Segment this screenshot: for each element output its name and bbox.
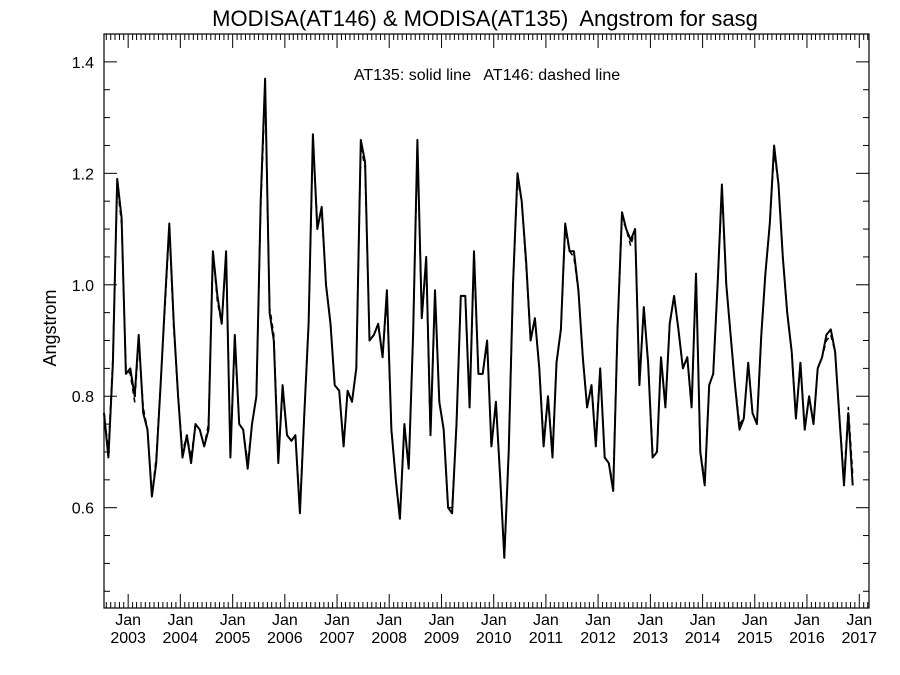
plot-area-frame [103,33,870,609]
x-tick-label-year: 2015 [737,630,773,647]
series-line-at146 [103,88,854,559]
x-tick-label-month: Jan [220,612,246,629]
x-tick-label-month: Jan [585,612,611,629]
x-tick-label-year: 2004 [163,630,199,647]
tick-labels: 0.60.81.01.21.4Jan2003Jan2004Jan2005Jan2… [72,55,877,647]
x-tick-label-year: 2009 [424,630,460,647]
series-annotation: AT135: solid line AT146: dashed line [354,67,620,84]
x-tick-label-year: 2017 [841,630,877,647]
x-tick-label-year: 2005 [215,630,251,647]
x-tick-label-year: 2010 [476,630,512,647]
y-tick-label: 0.8 [72,389,94,406]
x-tick-label-month: Jan [481,612,507,629]
x-tick-label-month: Jan [742,612,768,629]
x-tick-label-month: Jan [167,612,193,629]
y-tick-label: 1.0 [72,278,94,295]
x-tick-label-year: 2013 [633,630,669,647]
chart-title: MODISA(AT146) & MODISA(AT135) Angstrom f… [212,6,758,31]
series-lines [103,77,854,559]
x-tick-label-month: Jan [533,612,559,629]
x-tick-label-year: 2006 [267,630,303,647]
y-tick-label: 1.4 [72,55,94,72]
x-tick-label-month: Jan [690,612,716,629]
x-tick-label-month: Jan [115,612,141,629]
x-tick-label-month: Jan [846,612,872,629]
y-axis-label: Angstrom [40,289,60,366]
series-line-at135 [103,77,854,559]
x-tick-label-month: Jan [324,612,350,629]
x-tick-label-year: 2007 [319,630,355,647]
x-tick-label-year: 2011 [529,630,564,647]
axis-ticks [104,34,869,608]
x-tick-label-year: 2012 [580,630,616,647]
x-tick-label-month: Jan [429,612,455,629]
x-tick-label-year: 2014 [685,630,721,647]
x-tick-label-month: Jan [376,612,402,629]
x-tick-label-month: Jan [794,612,820,629]
x-tick-label-year: 2008 [371,630,407,647]
x-tick-label-month: Jan [272,612,298,629]
y-tick-label: 1.2 [72,166,94,183]
x-tick-label-year: 2016 [789,630,825,647]
x-tick-label-year: 2003 [110,630,146,647]
x-tick-label-month: Jan [638,612,664,629]
y-tick-label: 0.6 [72,501,94,518]
